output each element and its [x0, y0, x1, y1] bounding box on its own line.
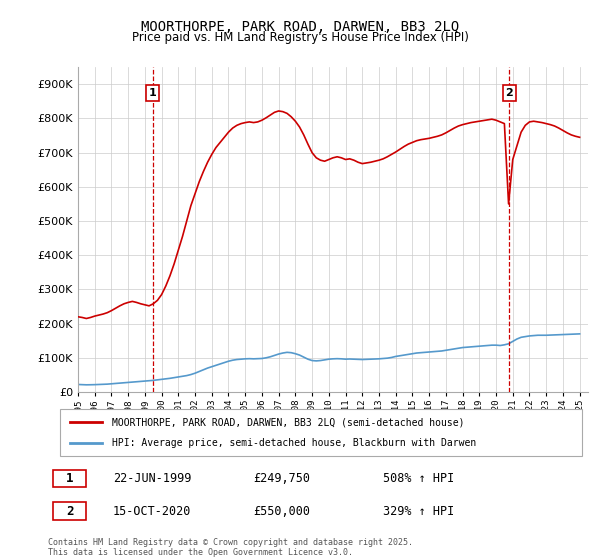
FancyBboxPatch shape [60, 409, 582, 456]
Text: 2: 2 [66, 505, 73, 517]
Text: 1: 1 [66, 472, 73, 484]
Text: 2: 2 [505, 88, 513, 98]
FancyBboxPatch shape [53, 469, 86, 487]
Text: Price paid vs. HM Land Registry's House Price Index (HPI): Price paid vs. HM Land Registry's House … [131, 31, 469, 44]
FancyBboxPatch shape [53, 502, 86, 520]
Text: Contains HM Land Registry data © Crown copyright and database right 2025.
This d: Contains HM Land Registry data © Crown c… [48, 538, 413, 557]
Text: 508% ↑ HPI: 508% ↑ HPI [383, 472, 454, 484]
Text: 329% ↑ HPI: 329% ↑ HPI [383, 505, 454, 517]
Text: MOORTHORPE, PARK ROAD, DARWEN, BB3 2LQ (semi-detached house): MOORTHORPE, PARK ROAD, DARWEN, BB3 2LQ (… [112, 417, 465, 427]
Text: HPI: Average price, semi-detached house, Blackburn with Darwen: HPI: Average price, semi-detached house,… [112, 438, 476, 448]
Text: MOORTHORPE, PARK ROAD, DARWEN, BB3 2LQ: MOORTHORPE, PARK ROAD, DARWEN, BB3 2LQ [141, 20, 459, 34]
Text: 1: 1 [149, 88, 157, 98]
Text: £550,000: £550,000 [253, 505, 310, 517]
Text: 22-JUN-1999: 22-JUN-1999 [113, 472, 191, 484]
Text: £249,750: £249,750 [253, 472, 310, 484]
Text: 15-OCT-2020: 15-OCT-2020 [113, 505, 191, 517]
